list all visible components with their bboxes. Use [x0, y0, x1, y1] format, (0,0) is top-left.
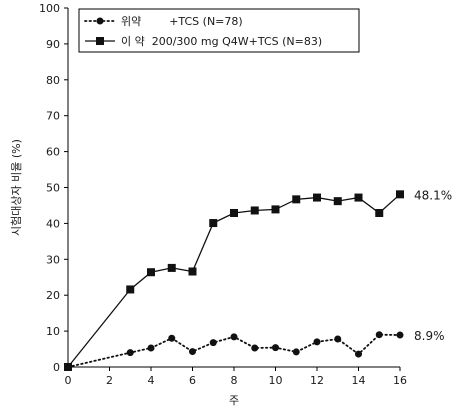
data-point-circle: [147, 344, 155, 352]
y-tick-label: 0: [53, 361, 60, 374]
end-value-label: 48.1%: [414, 188, 452, 202]
y-tick-label: 90: [46, 38, 60, 51]
data-point-square: [271, 205, 280, 214]
end-value-label: 8.9%: [414, 329, 445, 343]
y-tick-label: 30: [46, 253, 60, 266]
y-axis-ticks: 0 10 20 30 40 50 60 70 80 90 100: [39, 2, 68, 374]
legend-marker-square: [96, 37, 104, 45]
data-point-square: [167, 263, 176, 272]
data-point-circle: [126, 349, 134, 357]
y-tick-label: 50: [46, 182, 60, 195]
legend-item: 이 약 200/300 mg Q4W+TCS (N=83): [85, 34, 322, 48]
data-point-circle: [272, 344, 279, 352]
data-point-circle: [230, 333, 238, 341]
data-point-circle: [375, 331, 383, 339]
data-point-square: [230, 208, 238, 217]
x-axis-ticks: 0 2 4 6 8 10 12 14 16: [65, 367, 407, 387]
series-treatment: 48.1%: [64, 188, 452, 371]
legend-item: 위약 +TCS (N=78): [84, 14, 243, 28]
data-point-square: [375, 208, 384, 217]
data-point-circle: [334, 335, 342, 343]
x-tick-label: 4: [148, 374, 155, 387]
axes: [67, 8, 400, 368]
data-point-circle: [168, 334, 176, 342]
x-axis-title: 주: [229, 394, 239, 407]
data-point-square: [292, 195, 301, 204]
data-point-square: [250, 206, 259, 215]
y-tick-label: 100: [39, 2, 60, 15]
data-point-circle: [396, 331, 404, 339]
x-tick-label: 12: [310, 374, 324, 387]
data-point-square: [396, 190, 404, 199]
series-layer: 8.9% 48.1%: [64, 188, 452, 371]
y-tick-label: 40: [46, 217, 60, 230]
series-placebo: 8.9%: [64, 329, 445, 371]
y-tick-label: 60: [46, 146, 60, 159]
x-tick-label: 2: [106, 374, 113, 387]
x-tick-label: 8: [231, 374, 238, 387]
y-tick-label: 20: [46, 289, 60, 302]
x-tick-label: 6: [189, 374, 196, 387]
data-point-square: [64, 363, 72, 371]
data-point-circle: [251, 344, 259, 352]
data-point-square: [126, 285, 135, 294]
y-tick-label: 10: [46, 325, 60, 338]
y-tick-label: 80: [46, 74, 60, 87]
legend-items: 위약 +TCS (N=78) 이 약 200/300 mg Q4W+TCS (N=…: [84, 14, 322, 48]
data-point-circle: [209, 339, 217, 347]
x-tick-label: 14: [352, 374, 366, 387]
data-point-square: [354, 193, 363, 202]
data-point-square: [147, 268, 155, 277]
y-axis-title: 시험대상자 비율 (%): [10, 139, 23, 236]
y-tick-label: 70: [46, 110, 60, 123]
legend: 위약 +TCS (N=78) 이 약 200/300 mg Q4W+TCS (N=…: [78, 8, 360, 53]
legend-marker-circle: [96, 17, 104, 25]
x-tick-label: 0: [65, 374, 72, 387]
data-point-circle: [313, 338, 321, 346]
data-point-square: [188, 267, 197, 276]
data-point-circle: [292, 348, 300, 356]
data-point-square: [313, 193, 321, 202]
legend-label: 위약 +TCS (N=78): [121, 14, 243, 28]
x-tick-label: 10: [269, 374, 283, 387]
data-point-circle: [189, 348, 196, 356]
data-point-square: [209, 219, 218, 228]
series-line: [67, 193, 401, 368]
x-tick-label: 16: [393, 374, 407, 387]
legend-label: 이 약 200/300 mg Q4W+TCS (N=83): [121, 34, 322, 48]
legend-box: [78, 8, 360, 53]
data-point-square: [333, 197, 342, 206]
data-point-circle: [355, 350, 362, 358]
